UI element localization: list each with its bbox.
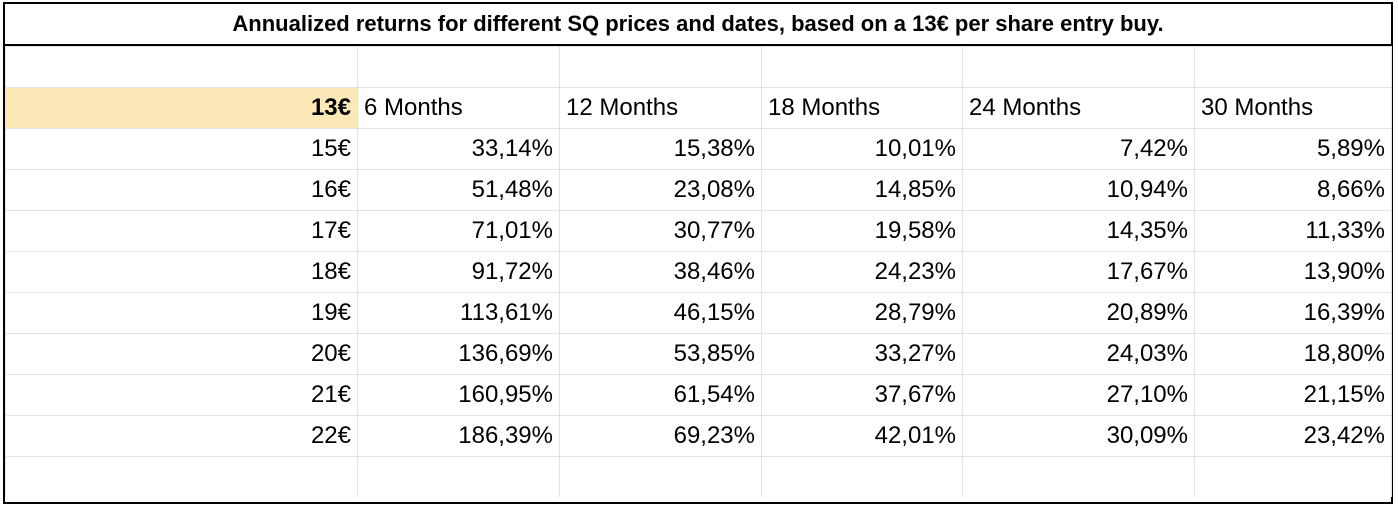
return-cell[interactable]: 18,80%: [1194, 333, 1392, 375]
price-cell[interactable]: 22€: [5, 415, 358, 457]
return-cell[interactable]: 42,01%: [761, 415, 963, 457]
return-cell[interactable]: 7,42%: [962, 128, 1195, 170]
price-cell[interactable]: 18€: [5, 251, 358, 293]
returns-table: 13€ 6 Months 12 Months 18 Months 24 Mont…: [5, 46, 1392, 497]
return-cell[interactable]: 10,94%: [962, 169, 1195, 211]
return-cell[interactable]: 113,61%: [357, 292, 560, 334]
return-cell[interactable]: 69,23%: [559, 415, 762, 457]
return-cell[interactable]: 17,67%: [962, 251, 1195, 293]
entry-price-cell[interactable]: 13€: [5, 87, 358, 129]
price-cell[interactable]: 17€: [5, 210, 358, 252]
return-cell[interactable]: 136,69%: [357, 333, 560, 375]
return-cell[interactable]: 37,67%: [761, 374, 963, 416]
return-cell[interactable]: 30,09%: [962, 415, 1195, 457]
empty-cell[interactable]: [559, 456, 762, 497]
return-cell[interactable]: 46,15%: [559, 292, 762, 334]
table-row: 21€ 160,95% 61,54% 37,67% 27,10% 21,15%: [5, 374, 1392, 416]
return-cell[interactable]: 61,54%: [559, 374, 762, 416]
return-cell[interactable]: 51,48%: [357, 169, 560, 211]
empty-cell[interactable]: [559, 46, 762, 88]
empty-row: [5, 46, 1392, 88]
return-cell[interactable]: 21,15%: [1194, 374, 1392, 416]
header-30-months[interactable]: 30 Months: [1194, 87, 1392, 129]
return-cell[interactable]: 186,39%: [357, 415, 560, 457]
return-cell[interactable]: 33,14%: [357, 128, 560, 170]
header-24-months[interactable]: 24 Months: [962, 87, 1195, 129]
return-cell[interactable]: 160,95%: [357, 374, 560, 416]
empty-cell[interactable]: [5, 46, 358, 88]
table-row: 15€ 33,14% 15,38% 10,01% 7,42% 5,89%: [5, 128, 1392, 170]
price-cell[interactable]: 20€: [5, 333, 358, 375]
return-cell[interactable]: 14,35%: [962, 210, 1195, 252]
empty-cell[interactable]: [1194, 46, 1392, 88]
price-cell[interactable]: 16€: [5, 169, 358, 211]
header-row: 13€ 6 Months 12 Months 18 Months 24 Mont…: [5, 87, 1392, 129]
empty-cell[interactable]: [5, 456, 358, 497]
return-cell[interactable]: 11,33%: [1194, 210, 1392, 252]
table-row: 19€ 113,61% 46,15% 28,79% 20,89% 16,39%: [5, 292, 1392, 334]
empty-row: [5, 456, 1392, 497]
empty-cell[interactable]: [357, 46, 560, 88]
empty-cell[interactable]: [962, 456, 1195, 497]
table-title: Annualized returns for different SQ pric…: [5, 4, 1391, 46]
return-cell[interactable]: 23,42%: [1194, 415, 1392, 457]
return-cell[interactable]: 5,89%: [1194, 128, 1392, 170]
table-row: 17€ 71,01% 30,77% 19,58% 14,35% 11,33%: [5, 210, 1392, 252]
header-6-months[interactable]: 6 Months: [357, 87, 560, 129]
price-cell[interactable]: 19€: [5, 292, 358, 334]
price-cell[interactable]: 15€: [5, 128, 358, 170]
return-cell[interactable]: 10,01%: [761, 128, 963, 170]
return-cell[interactable]: 14,85%: [761, 169, 963, 211]
empty-cell[interactable]: [357, 456, 560, 497]
price-cell[interactable]: 21€: [5, 374, 358, 416]
return-cell[interactable]: 16,39%: [1194, 292, 1392, 334]
table-row: 20€ 136,69% 53,85% 33,27% 24,03% 18,80%: [5, 333, 1392, 375]
return-cell[interactable]: 24,03%: [962, 333, 1195, 375]
return-cell[interactable]: 24,23%: [761, 251, 963, 293]
spreadsheet: Annualized returns for different SQ pric…: [3, 2, 1393, 504]
header-18-months[interactable]: 18 Months: [761, 87, 963, 129]
return-cell[interactable]: 91,72%: [357, 251, 560, 293]
return-cell[interactable]: 19,58%: [761, 210, 963, 252]
return-cell[interactable]: 30,77%: [559, 210, 762, 252]
return-cell[interactable]: 53,85%: [559, 333, 762, 375]
return-cell[interactable]: 27,10%: [962, 374, 1195, 416]
return-cell[interactable]: 23,08%: [559, 169, 762, 211]
return-cell[interactable]: 38,46%: [559, 251, 762, 293]
table-row: 16€ 51,48% 23,08% 14,85% 10,94% 8,66%: [5, 169, 1392, 211]
empty-cell[interactable]: [1194, 456, 1392, 497]
empty-cell[interactable]: [962, 46, 1195, 88]
return-cell[interactable]: 71,01%: [357, 210, 560, 252]
table-row: 18€ 91,72% 38,46% 24,23% 17,67% 13,90%: [5, 251, 1392, 293]
header-12-months[interactable]: 12 Months: [559, 87, 762, 129]
return-cell[interactable]: 8,66%: [1194, 169, 1392, 211]
return-cell[interactable]: 20,89%: [962, 292, 1195, 334]
return-cell[interactable]: 13,90%: [1194, 251, 1392, 293]
empty-cell[interactable]: [761, 456, 963, 497]
table-row: 22€ 186,39% 69,23% 42,01% 30,09% 23,42%: [5, 415, 1392, 457]
return-cell[interactable]: 33,27%: [761, 333, 963, 375]
return-cell[interactable]: 28,79%: [761, 292, 963, 334]
return-cell[interactable]: 15,38%: [559, 128, 762, 170]
empty-cell[interactable]: [761, 46, 963, 88]
